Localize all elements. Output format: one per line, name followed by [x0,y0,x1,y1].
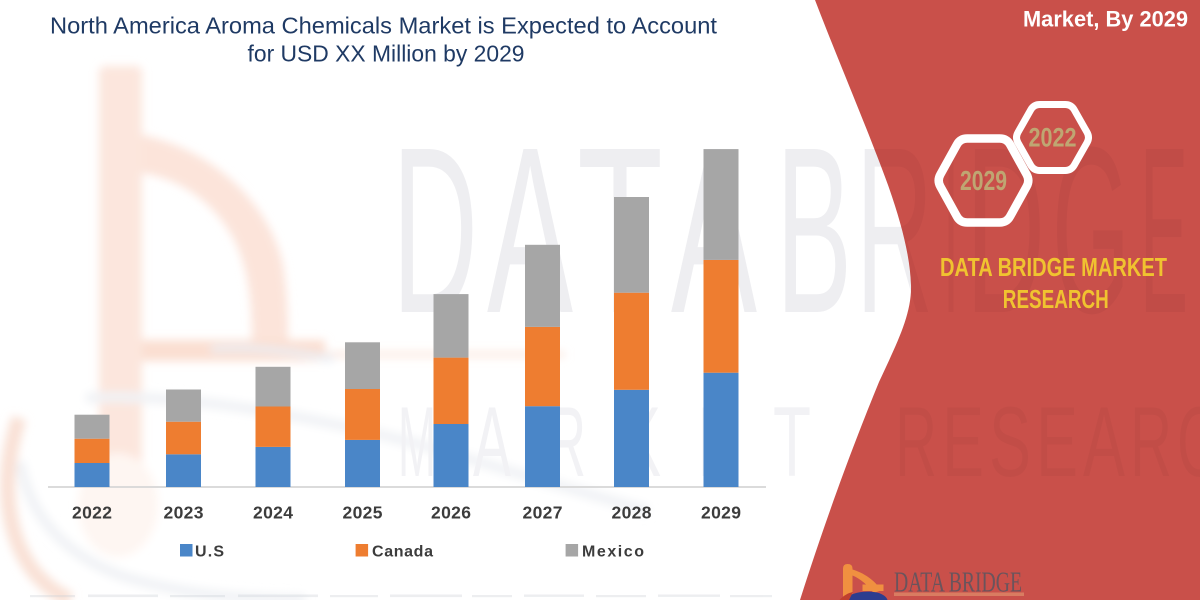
svg-text:2022: 2022 [1029,123,1077,153]
svg-text:M: M [398,386,436,497]
svg-text:B: B [776,98,852,363]
svg-text:E: E [1140,98,1188,363]
svg-text:R: R [895,386,937,497]
svg-text:2029: 2029 [701,502,741,522]
svg-text:Market, By 2029: Market, By 2029 [1023,7,1188,32]
svg-text:DATA BRIDGE MARKET: DATA BRIDGE MARKET [940,254,1167,282]
svg-text:A: A [473,386,511,497]
svg-text:North America Aroma Chemicals: North America Aroma Chemicals Market is … [50,13,717,39]
svg-text:U.S: U.S [195,543,224,560]
svg-text:C: C [1177,386,1200,497]
svg-text:A: A [1083,386,1125,497]
svg-text:S: S [989,386,1031,497]
svg-text:2027: 2027 [523,502,563,522]
svg-text:E: E [1036,386,1078,497]
svg-text:RESEARCH: RESEARCH [1003,286,1109,314]
svg-text:2024: 2024 [253,502,293,522]
svg-text:2028: 2028 [612,502,652,522]
svg-text:E: E [942,386,984,497]
svg-text:for USD XX Million by 2029: for USD XX Million by 2029 [248,41,525,67]
svg-text:Canada: Canada [372,543,433,560]
svg-text:T: T [773,386,811,497]
svg-text:2023: 2023 [164,502,204,522]
svg-text:2029: 2029 [960,165,1007,196]
svg-text:2022: 2022 [72,502,112,522]
svg-text:2026: 2026 [431,502,471,522]
svg-text:2025: 2025 [343,502,383,522]
svg-text:I: I [944,98,958,363]
svg-text:Mexico: Mexico [582,543,644,560]
svg-text:R: R [1130,386,1172,497]
